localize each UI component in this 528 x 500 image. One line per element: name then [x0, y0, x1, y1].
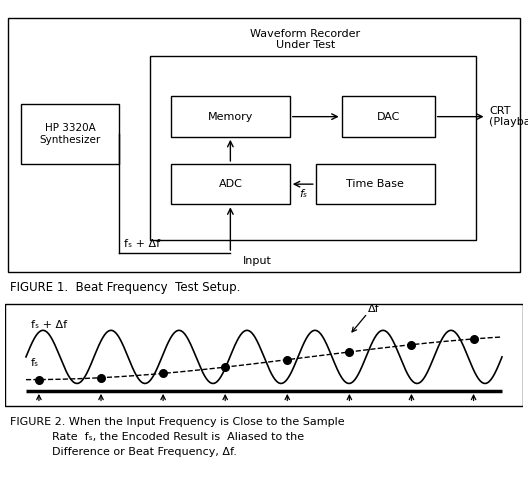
Text: fₛ + Δf: fₛ + Δf — [31, 320, 67, 330]
Bar — [150, 56, 476, 240]
Text: Input: Input — [243, 256, 272, 266]
Bar — [342, 96, 435, 137]
Text: FIGURE 2. When the Input Frequency is Close to the Sample
            Rate  fₛ, : FIGURE 2. When the Input Frequency is Cl… — [11, 417, 345, 457]
Point — [97, 374, 105, 382]
Text: Δf: Δf — [367, 304, 379, 314]
Point — [283, 356, 291, 364]
Text: ADC: ADC — [219, 179, 242, 189]
Text: Waveform Recorder
Under Test: Waveform Recorder Under Test — [250, 29, 361, 50]
Text: FIGURE 1.  Beat Frequency  Test Setup.: FIGURE 1. Beat Frequency Test Setup. — [11, 281, 241, 294]
Point — [35, 376, 43, 384]
Text: DAC: DAC — [376, 112, 400, 122]
Text: HP 3320A
Synthesizer: HP 3320A Synthesizer — [39, 124, 101, 145]
Point — [469, 335, 478, 343]
Point — [159, 370, 167, 378]
Point — [407, 340, 416, 348]
Bar — [171, 164, 290, 204]
Text: CRT
(Playback): CRT (Playback) — [489, 106, 528, 128]
Point — [345, 348, 354, 356]
Bar — [171, 96, 290, 137]
Point — [221, 363, 230, 371]
Text: Memory: Memory — [208, 112, 253, 122]
Text: fₛ + Δf: fₛ + Δf — [124, 238, 161, 248]
Text: fₛ: fₛ — [31, 358, 39, 368]
Bar — [316, 164, 435, 204]
Text: fₛ: fₛ — [299, 188, 307, 198]
Text: Time Base: Time Base — [346, 179, 404, 189]
Bar — [21, 104, 119, 164]
